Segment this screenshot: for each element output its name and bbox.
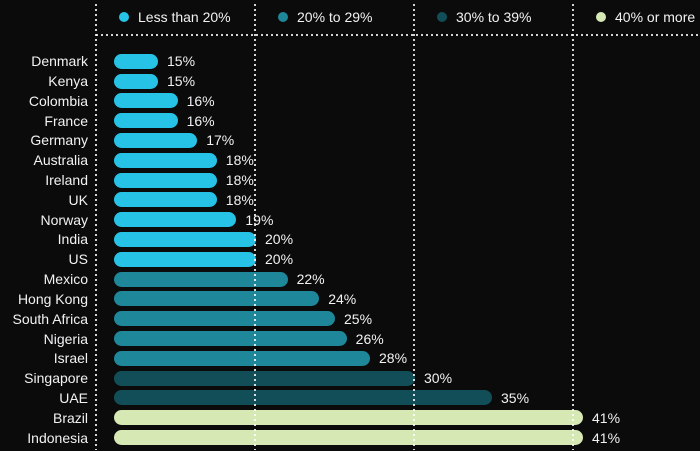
value-label: 41% [592, 409, 621, 426]
value-label: 22% [296, 271, 325, 288]
legend-dot-icon [278, 12, 288, 22]
bar [114, 212, 237, 228]
value-label: 17% [206, 132, 235, 149]
bar [114, 430, 583, 446]
country-label: UK [68, 191, 88, 208]
country-label: Colombia [28, 92, 88, 109]
country-label: Australia [33, 152, 88, 169]
legend-separator-line [96, 34, 700, 36]
bar [114, 93, 178, 109]
legend-dot-icon [119, 12, 129, 22]
legend-dot-icon [437, 12, 447, 22]
country-label: Indonesia [27, 429, 88, 446]
value-label: 20% [265, 231, 294, 248]
legend-label: 30% to 39% [456, 9, 532, 25]
value-label: 35% [501, 389, 530, 406]
bar [114, 350, 370, 366]
bar [114, 291, 320, 307]
bar [114, 370, 415, 386]
country-label: Nigeria [43, 330, 88, 347]
gridline-vertical [95, 4, 97, 450]
value-label: 15% [167, 53, 196, 70]
value-label: 30% [424, 370, 453, 387]
value-label: 16% [186, 112, 215, 129]
bar [114, 53, 158, 69]
legend-label: Less than 20% [138, 9, 231, 25]
country-label: Singapore [24, 370, 88, 387]
value-label: 26% [355, 330, 384, 347]
value-label: 18% [225, 191, 254, 208]
country-label: Germany [30, 132, 88, 149]
value-label: 25% [344, 310, 373, 327]
bar [114, 331, 347, 347]
country-label: Brazil [52, 409, 88, 426]
country-label: Denmark [31, 53, 88, 70]
value-label: 41% [592, 429, 621, 446]
bar [114, 410, 583, 426]
bar [114, 132, 198, 148]
bar [114, 192, 217, 208]
country-label: France [44, 112, 88, 129]
bar [114, 73, 158, 89]
country-label: Israel [53, 350, 88, 367]
value-label: 18% [225, 172, 254, 189]
country-label: US [68, 251, 88, 268]
country-label: Ireland [45, 172, 88, 189]
legend-dot-icon [596, 12, 606, 22]
country-label: South Africa [12, 310, 89, 327]
value-label: 19% [245, 211, 274, 228]
legend-item: 20% to 29% [278, 9, 373, 25]
bar [114, 231, 256, 247]
value-label: 20% [265, 251, 294, 268]
country-label: Kenya [48, 73, 88, 89]
country-label: Norway [40, 211, 88, 228]
value-label: 28% [379, 350, 408, 367]
value-label: 16% [186, 92, 215, 109]
bar [114, 113, 178, 129]
bar [114, 172, 217, 188]
legend-label: 40% or more [615, 9, 696, 25]
country-label: Mexico [43, 271, 88, 288]
gridline-vertical [572, 4, 574, 450]
value-label: 15% [167, 73, 196, 89]
country-label: UAE [59, 389, 88, 406]
value-label: 24% [328, 290, 357, 307]
bar [114, 311, 335, 327]
country-label: India [57, 231, 88, 248]
bar [114, 152, 217, 168]
bar [114, 390, 492, 406]
legend-item: 40% or more [596, 9, 695, 25]
legend-item: 30% to 39% [437, 9, 532, 25]
legend-label: 20% to 29% [297, 9, 373, 25]
legend-item: Less than 20% [119, 9, 231, 25]
country-label: Hong Kong [17, 290, 88, 307]
bar [114, 251, 256, 267]
bar [114, 271, 288, 287]
value-label: 18% [225, 152, 254, 169]
